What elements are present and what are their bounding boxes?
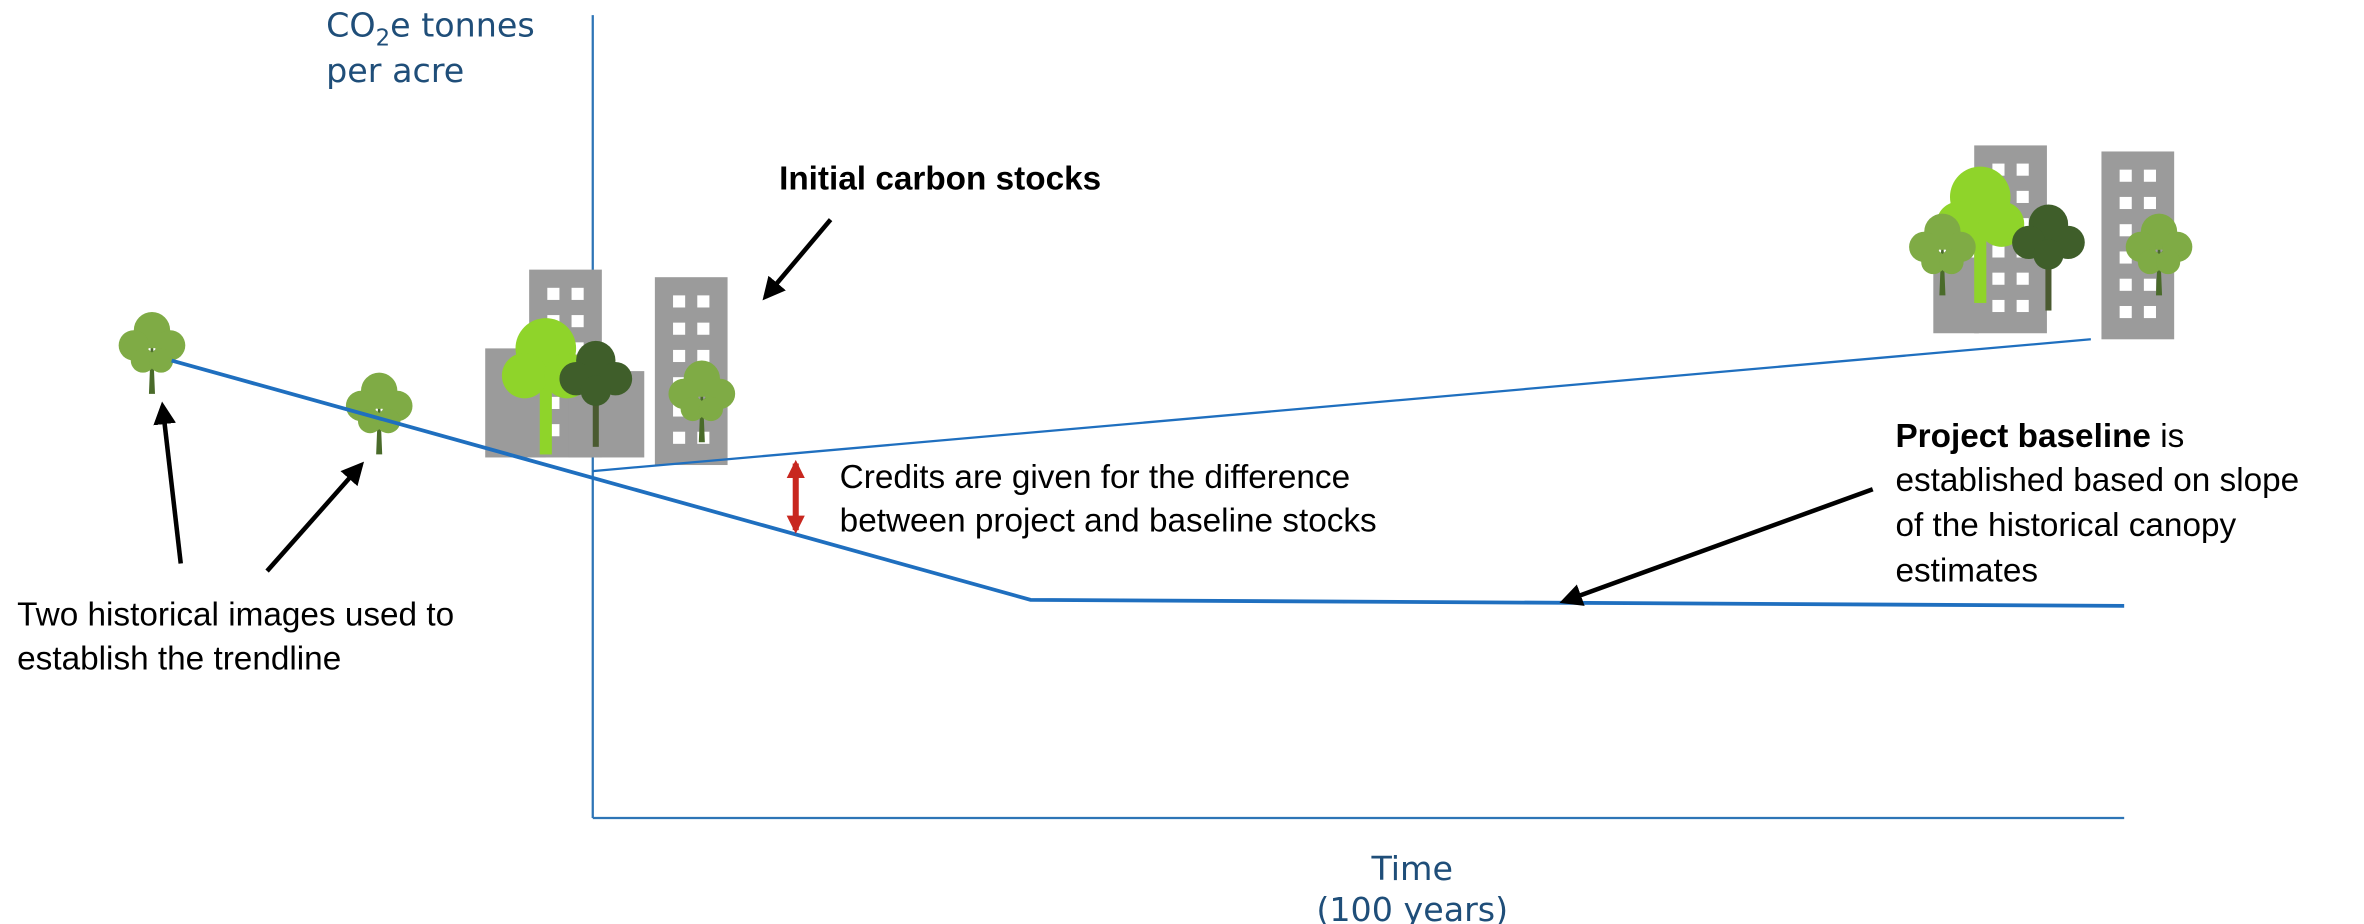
label-part: 2	[376, 25, 390, 51]
annotation-bold: Project baseline	[1895, 418, 2151, 455]
project-line	[593, 339, 2091, 471]
annotation-part: is	[2151, 418, 2184, 455]
pointer-arrows	[163, 220, 1873, 602]
y-axis-label: per acre	[326, 51, 464, 90]
x-axis-label: Time	[1370, 849, 1453, 888]
annotation: Credits are given for the difference	[840, 459, 1350, 496]
initial-stocks-icon	[485, 270, 735, 465]
annotation: of the historical canopy	[1895, 507, 2236, 544]
y-axis-label: CO2e tonnes	[326, 5, 535, 51]
historical-tree	[119, 312, 186, 394]
annotation: established based on slope	[1895, 462, 2299, 499]
label-part: CO	[326, 5, 375, 44]
page: CO2e tonnes per acre Time (100 years) In…	[0, 0, 2364, 924]
annotation: establish the trendline	[17, 641, 341, 678]
annotation: Two historical images used to	[17, 597, 454, 634]
annotation: Project baseline is	[1895, 418, 2184, 455]
project-stocks-icon	[1909, 145, 2192, 339]
label-part: e tonnes	[390, 5, 535, 44]
annotation: estimates	[1895, 553, 2038, 590]
annotation: Initial carbon stocks	[779, 160, 1101, 197]
annotation: between project and baseline stocks	[840, 503, 1377, 540]
diagram: CO2e tonnes per acre Time (100 years) In…	[0, 0, 2364, 924]
x-axis-sublabel: (100 years)	[1316, 890, 1508, 924]
